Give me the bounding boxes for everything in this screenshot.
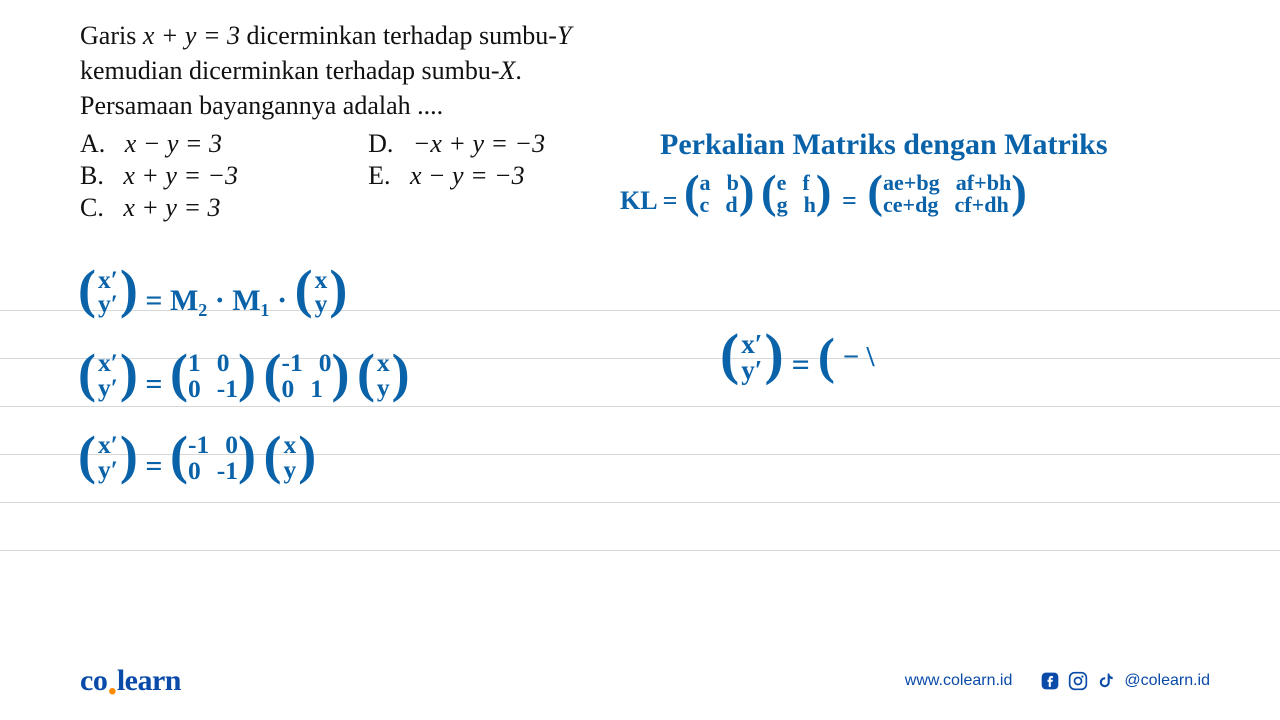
handwriting-eq4: (x′y′) = ( − \ bbox=[720, 332, 875, 384]
q-line1-axis: Y bbox=[557, 21, 571, 50]
q-line3: Persamaan bayangannya adalah .... bbox=[80, 91, 443, 120]
q-line1-math: x + y = 3 bbox=[143, 21, 240, 50]
options-col-2: D. −x + y = −3 E. x − y = −3 bbox=[368, 129, 545, 223]
option-d: D. −x + y = −3 bbox=[368, 129, 545, 159]
tiktok-icon bbox=[1096, 671, 1116, 691]
handwriting-eq1: (x′y′) = M₂ · M₁ · (xy) bbox=[78, 268, 347, 318]
facebook-icon bbox=[1040, 671, 1060, 691]
footer-url: www.colearn.id bbox=[905, 672, 1013, 690]
handwriting-title: Perkalian Matriks dengan Matriks bbox=[660, 128, 1108, 162]
option-a: A. x − y = 3 bbox=[80, 129, 238, 159]
q-line2-post: . bbox=[515, 56, 522, 85]
options-col-1: A. x − y = 3 B. x + y = −3 C. x + y = 3 bbox=[80, 129, 238, 223]
colearn-logo: co.learn bbox=[80, 664, 181, 698]
option-e: E. x − y = −3 bbox=[368, 161, 545, 191]
q-line1-post: dicerminkan terhadap sumbu- bbox=[240, 21, 557, 50]
hw-kl-prefix: KL = bbox=[620, 186, 677, 215]
handwriting-matrix-rule: KL = ( ab cd ) ( ef gh ) = ( ae+bgaf+bh … bbox=[620, 172, 1027, 216]
question-text: Garis x + y = 3 dicerminkan terhadap sum… bbox=[80, 18, 1220, 123]
logo-learn: learn bbox=[117, 664, 181, 697]
q-line1-pre: Garis bbox=[80, 21, 143, 50]
handwriting-eq2: (x′y′) = ( 10 0-1 ) ( -10 01 ) (xy) bbox=[78, 350, 410, 401]
logo-dot: . bbox=[107, 658, 117, 703]
q-line2-axis: X bbox=[499, 56, 515, 85]
option-c: C. x + y = 3 bbox=[80, 193, 238, 223]
footer-right: www.colearn.id @colearn.id bbox=[905, 671, 1210, 691]
logo-co: co bbox=[80, 664, 107, 697]
handwriting-eq3: (x′y′) = ( -10 0-1 ) (xy) bbox=[78, 432, 316, 483]
instagram-icon bbox=[1068, 671, 1088, 691]
footer-handle: @colearn.id bbox=[1124, 672, 1210, 690]
q-line2-pre: kemudian dicerminkan terhadap sumbu- bbox=[80, 56, 499, 85]
footer: co.learn www.colearn.id @colearn.id bbox=[0, 664, 1280, 698]
option-b: B. x + y = −3 bbox=[80, 161, 238, 191]
footer-social: @colearn.id bbox=[1040, 671, 1210, 691]
